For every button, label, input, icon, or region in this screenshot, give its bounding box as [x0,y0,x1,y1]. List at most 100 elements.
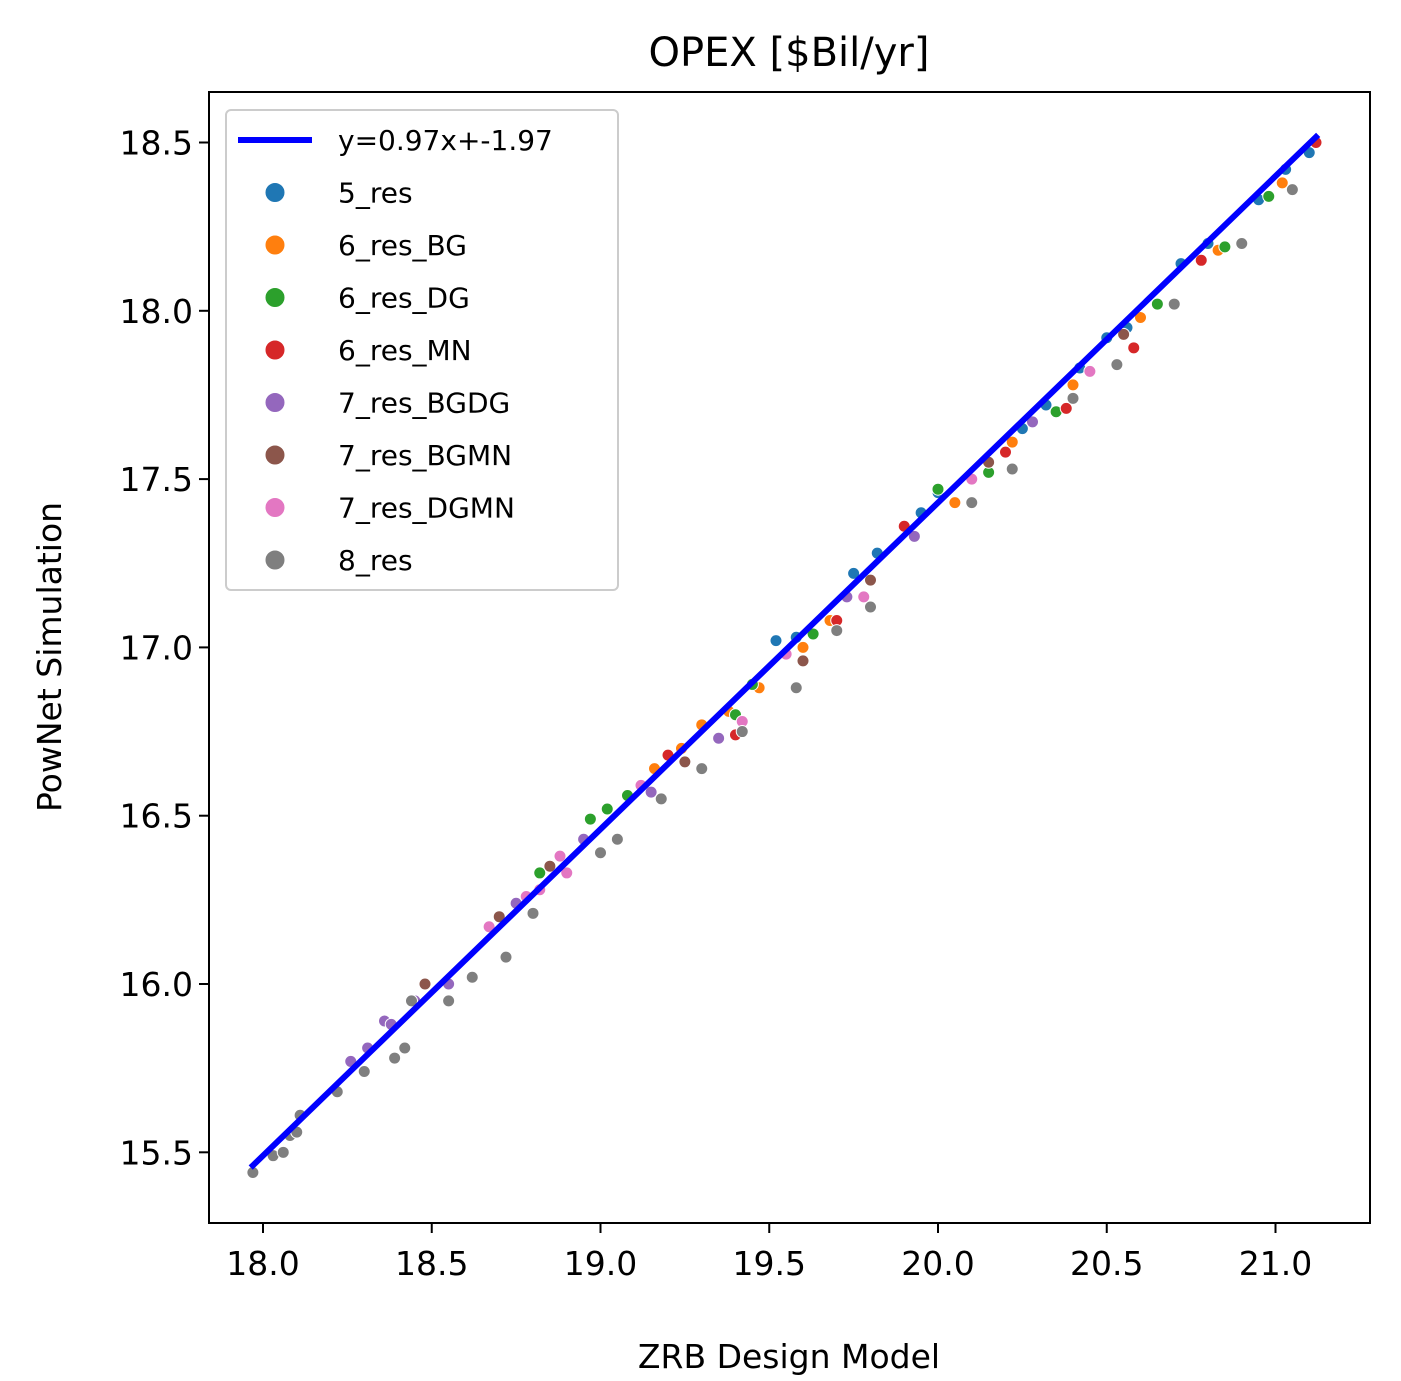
legend-marker [264,234,286,256]
data-point [418,977,432,991]
data-point [907,529,921,543]
data-point [600,802,614,816]
legend-label: 7_res_DGMN [338,492,515,525]
y-axis-title: PowNet Simulation [30,502,69,812]
data-point [1167,297,1181,311]
data-point [847,566,861,580]
series-7_res_DGMN [482,364,1097,934]
plot-area-frame [208,91,1371,1224]
data-point [1134,311,1147,325]
data-point [695,762,709,776]
data-point [1150,297,1164,311]
data-point [1026,415,1039,429]
series-5_res [769,146,1316,648]
data-point [583,812,597,826]
data-point [1127,341,1141,355]
legend-box [225,109,619,591]
series-6_res_MN [661,135,1323,762]
series-7_res_BGMN [418,327,1131,991]
data-point [965,496,979,510]
chart-title: OPEX [$Bil/yr] [649,30,930,76]
y-tick-label: 18.5 [120,123,193,162]
data-point [388,1051,402,1065]
legend-fit-line-label: y=0.97x+-1.97 [338,124,553,157]
legend-marker [264,497,286,518]
data-point [796,640,810,654]
data-point [492,910,506,924]
x-axis-ticks: 18.0 18.5 19.0 19.5 20.0 20.5 21.0 [226,1223,1312,1283]
y-tick-label: 18.0 [120,292,193,331]
data-point [796,654,810,668]
data-point [526,906,540,920]
legend-label: 7_res_BGDG [338,387,510,420]
data-point [1005,435,1019,449]
legend-label: 6_res_DG [338,282,470,315]
x-tick-label: 18.5 [395,1244,468,1283]
data-point [594,846,607,860]
data-point [1218,240,1232,254]
legend-marker [264,444,286,466]
data-point [1262,189,1276,203]
y-tick-label: 15.5 [120,1133,193,1172]
fit-line [248,132,1321,1170]
data-point [1235,236,1249,250]
series-8_res [246,183,1299,1180]
data-point [1110,358,1124,372]
x-tick-label: 20.5 [1070,1244,1143,1283]
data-point [999,445,1012,459]
data-point [830,624,844,638]
data-point [1285,183,1299,197]
data-point [654,792,668,806]
legend-label: 7_res_BGMN [338,439,512,472]
data-point [357,1065,371,1079]
data-point [864,573,877,587]
data-point [1066,378,1080,392]
data-point [931,482,945,496]
legend-label: 6_res_BG [338,229,467,262]
x-axis-title: ZRB Design Model [638,1337,940,1376]
x-tick-label: 20.0 [901,1244,974,1283]
data-point [1194,253,1208,267]
data-point [1117,327,1131,341]
y-tick-label: 17.0 [120,628,193,667]
data-point [543,859,557,873]
data-point [1005,462,1019,476]
y-axis-ticks: 15.5 16.0 16.5 17.0 17.5 18.0 18.5 [120,123,209,1172]
data-point [735,725,749,739]
data-point [806,627,820,641]
legend-marker [264,549,286,571]
data-point [533,866,547,880]
data-point [1059,401,1073,415]
data-point [405,994,418,1008]
legend-label: 6_res_MN [338,334,472,367]
data-point [1083,364,1097,378]
data-point [499,950,513,964]
data-point [712,731,726,745]
data-point [789,681,803,695]
data-point [610,832,624,846]
x-tick-label: 21.0 [1239,1244,1312,1283]
x-tick-label: 18.0 [226,1244,299,1283]
y-tick-label: 16.0 [120,965,193,1004]
data-point [442,994,456,1008]
legend-label: 5_res [338,177,413,210]
x-tick-label: 19.0 [564,1244,637,1283]
data-point [398,1041,412,1055]
legend: y=0.97x+-1.97 5_res 6_res_BG 6_res_DG 6_res_… [225,109,619,591]
data-point [276,1145,290,1159]
data-point [1066,391,1080,405]
y-tick-label: 16.5 [120,797,193,836]
data-point [1275,176,1289,190]
legend-label: 8_res [338,544,413,577]
data-point [553,849,567,863]
data-point [465,970,479,984]
data-point [678,755,692,769]
legend-marker [264,339,286,361]
data-point [560,866,574,880]
data-point [948,496,962,510]
legend-marker [264,392,286,413]
legend-marker [264,287,286,308]
data-point [864,600,877,614]
data-point [769,634,783,648]
